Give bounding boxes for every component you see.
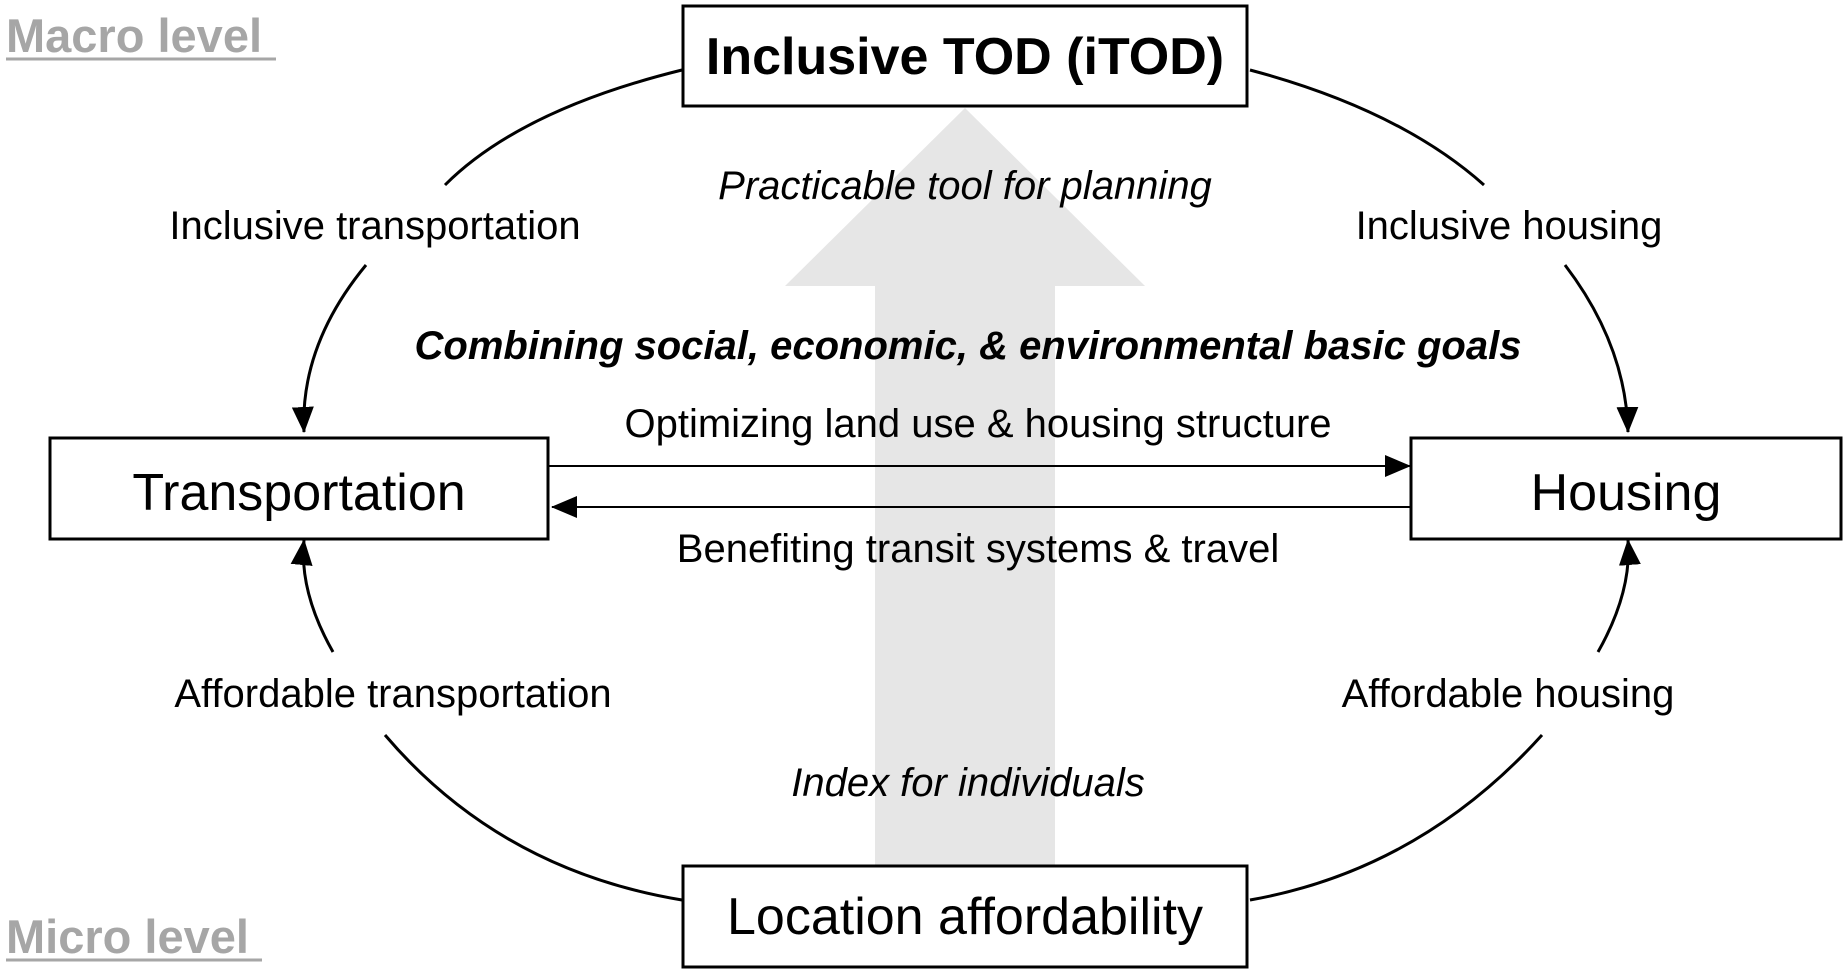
node-transportation-label: Transportation — [132, 464, 465, 522]
node-housing-label: Housing — [1531, 464, 1722, 522]
connector-bottom-right-lower — [1249, 733, 1544, 902]
edge-label-inclusive-transportation: Inclusive transportation — [169, 204, 580, 248]
macro-level-label: Macro level — [6, 9, 262, 62]
connector-bottom-left-upper — [290, 539, 335, 653]
connector-top-left-upper — [443, 68, 683, 187]
center-label-combining-goals: Combining social, economic, & environmen… — [415, 324, 1522, 368]
node-transportation: Transportation — [48, 436, 550, 541]
edge-label-optimizing-land-use: Optimizing land use & housing structure — [624, 402, 1331, 446]
edge-label-inclusive-housing: Inclusive housing — [1356, 204, 1663, 248]
edge-label-benefiting-transit: Benefiting transit systems & travel — [677, 527, 1279, 571]
node-location-affordability-label: Location affordability — [727, 888, 1203, 946]
node-inclusive-tod-label: Inclusive TOD (iTOD) — [706, 28, 1224, 86]
upward-progress-arrow — [785, 108, 1145, 865]
connector-bottom-right-upper — [1596, 539, 1641, 653]
edge-label-affordable-housing: Affordable housing — [1342, 672, 1675, 716]
node-inclusive-tod: Inclusive TOD (iTOD) — [681, 4, 1249, 108]
connector-top-right-upper — [1249, 68, 1485, 187]
micro-level-label: Micro level — [6, 910, 249, 963]
center-label-practicable-tool: Practicable tool for planning — [718, 164, 1212, 208]
connector-bottom-left-lower — [383, 734, 683, 902]
center-label-index-individuals: Index for individuals — [791, 761, 1145, 805]
connector-top-left-lower — [291, 264, 368, 433]
edge-label-affordable-transportation: Affordable transportation — [174, 672, 611, 716]
node-housing: Housing — [1409, 436, 1843, 541]
connector-top-right-lower — [1563, 264, 1639, 433]
node-location-affordability: Location affordability — [681, 864, 1249, 969]
